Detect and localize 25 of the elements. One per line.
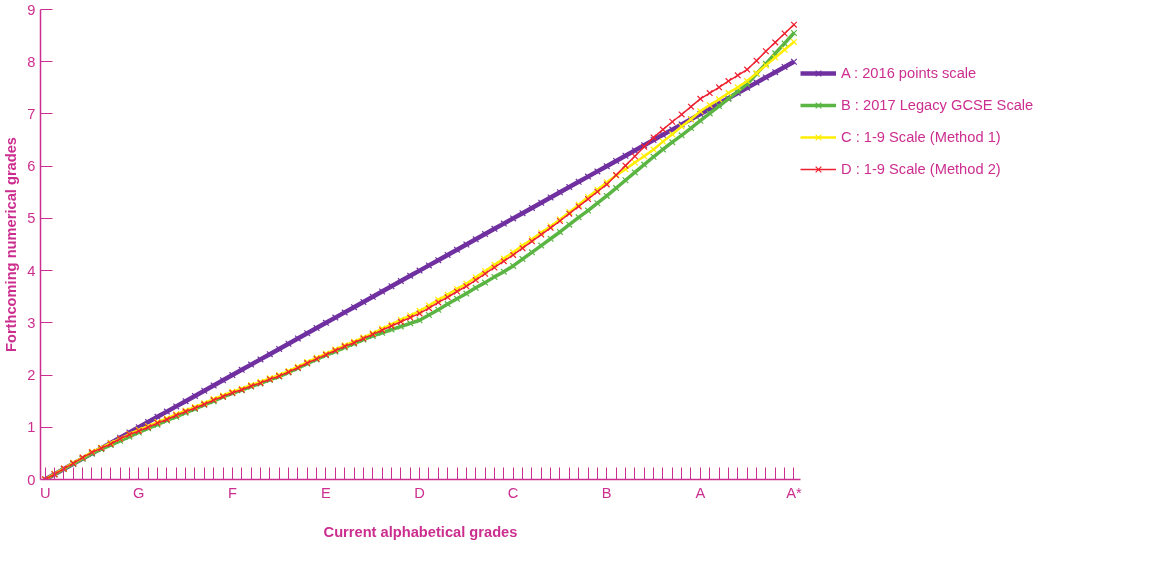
y-tick-label: 5 bbox=[27, 210, 36, 227]
legend-label: D : 1-9 Scale (Method 2) bbox=[841, 161, 1001, 177]
x-tick-label: F bbox=[227, 484, 237, 501]
y-tick-label: 7 bbox=[27, 105, 36, 122]
legend-label: C : 1-9 Scale (Method 1) bbox=[841, 129, 1001, 145]
y-tick-label: 8 bbox=[27, 53, 36, 70]
y-tick-label: 9 bbox=[27, 1, 36, 18]
x-tick-label: C bbox=[507, 484, 519, 501]
x-tick-label: B bbox=[601, 484, 612, 501]
legend-label: A : 2016 points scale bbox=[841, 65, 977, 81]
x-tick-label: A bbox=[695, 484, 706, 501]
y-tick-label: 1 bbox=[27, 419, 36, 436]
y-axis-title: Forthcoming numerical grades bbox=[3, 137, 20, 352]
y-tick-label: 4 bbox=[27, 262, 36, 279]
x-tick-label: U bbox=[39, 484, 51, 501]
y-tick-label: 2 bbox=[27, 367, 36, 384]
x-tick-label: E bbox=[321, 484, 332, 501]
y-tick-label: 3 bbox=[27, 314, 36, 331]
x-tick-label: G bbox=[133, 484, 145, 501]
y-tick-label: 6 bbox=[27, 158, 36, 175]
x-tick-label: A* bbox=[786, 484, 802, 501]
x-tick-label: D bbox=[414, 484, 425, 501]
legend-label: B : 2017 Legacy GCSE Scale bbox=[841, 97, 1034, 113]
y-tick-label: 0 bbox=[27, 471, 36, 488]
x-axis-title: Current alphabetical grades bbox=[323, 523, 518, 540]
